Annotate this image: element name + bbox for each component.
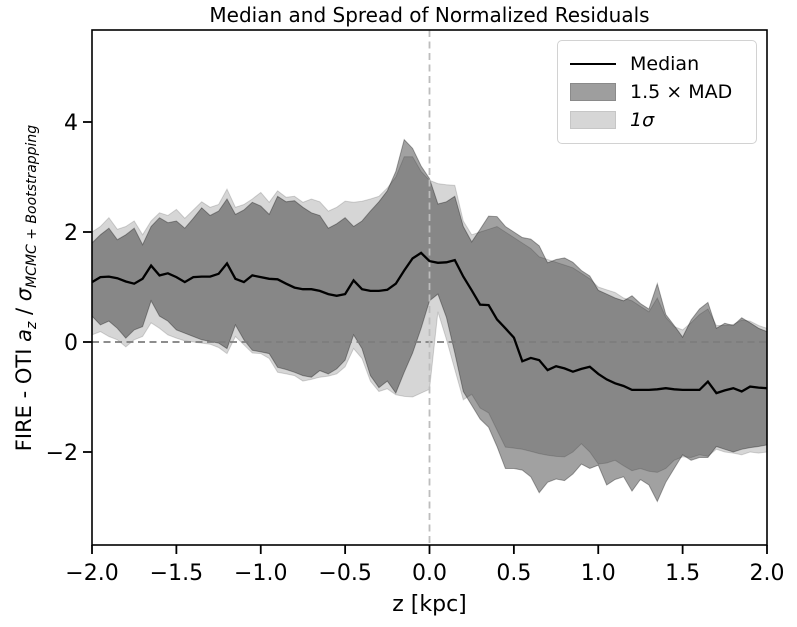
legend: Median 1.5 × MAD 1σ [557, 40, 757, 144]
x-tick-label: 2.0 [750, 561, 785, 586]
y-label-az: az [11, 321, 41, 342]
median-line-swatch [570, 63, 616, 65]
y-tick-label: 0 [64, 331, 78, 356]
y-label-divider: / [11, 301, 36, 322]
x-tick-label: 1.0 [581, 561, 616, 586]
legend-item-sigma: 1σ [570, 106, 744, 134]
legend-item-mad: 1.5 × MAD [570, 78, 744, 106]
y-label-prefix: FIRE - OTI [11, 341, 36, 452]
y-tick-label: 4 [64, 111, 78, 136]
median-line [91, 251, 768, 395]
x-tick-label: −1.5 [150, 561, 203, 586]
legend-label-sigma: 1σ [630, 109, 655, 131]
x-tick-label: 0.0 [412, 561, 447, 586]
x-tick-label: −0.5 [318, 561, 371, 586]
legend-swatch-mad [570, 83, 616, 101]
x-tick-label: 1.5 [665, 561, 700, 586]
legend-swatch-sigma [570, 111, 616, 129]
x-axis-label: z [kpc] [392, 592, 467, 617]
y-tick-label: 2 [64, 221, 78, 246]
legend-label-median: Median [630, 53, 700, 75]
y-tick-label: −2 [46, 441, 78, 466]
y-axis-label: FIRE - OTI az / σMCMC + Bootstrapping [12, 125, 40, 451]
legend-label-mad: 1.5 × MAD [630, 81, 733, 103]
y-label-sigma: σMCMC + Bootstrapping [11, 124, 41, 302]
chart-title: Median and Spread of Normalized Residual… [209, 3, 650, 27]
x-tick-label: −1.0 [234, 561, 287, 586]
x-tick-label: −2.0 [65, 561, 118, 586]
x-tick-label: 0.5 [496, 561, 531, 586]
legend-item-median: Median [570, 50, 744, 78]
